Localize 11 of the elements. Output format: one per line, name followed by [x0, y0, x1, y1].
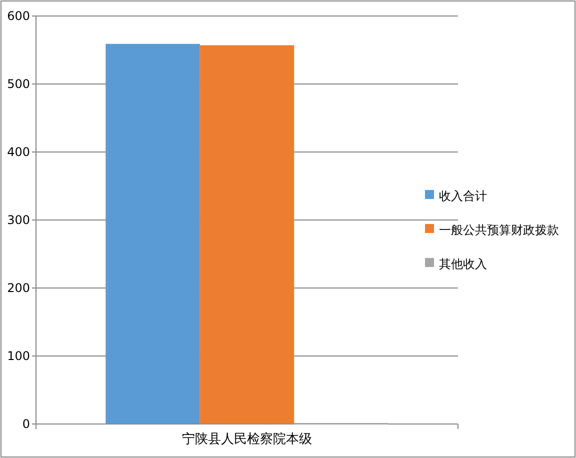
y-tick-label: 0 [22, 417, 30, 431]
y-tick-label: 500 [7, 77, 30, 91]
legend-label: 其他收入 [439, 257, 487, 271]
x-tick-label: 宁陕县人民检察院本级 [182, 431, 312, 447]
y-tick-label: 400 [7, 145, 30, 159]
legend-label: 收入合计 [439, 189, 487, 203]
y-tick-label: 200 [7, 281, 30, 295]
y-tick-label: 300 [7, 213, 30, 227]
y-tick-label: 600 [7, 9, 30, 23]
y-tick-label: 100 [7, 349, 30, 363]
legend-label: 一般公共预算财政拨款 [439, 223, 559, 237]
